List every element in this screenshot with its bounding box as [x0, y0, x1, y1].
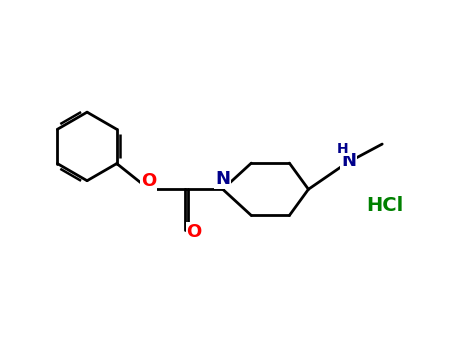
Text: N: N — [215, 170, 230, 188]
Text: O: O — [142, 172, 157, 190]
Text: H: H — [337, 142, 349, 156]
Text: N: N — [341, 152, 356, 170]
Text: O: O — [187, 223, 202, 241]
Text: HCl: HCl — [366, 196, 403, 216]
